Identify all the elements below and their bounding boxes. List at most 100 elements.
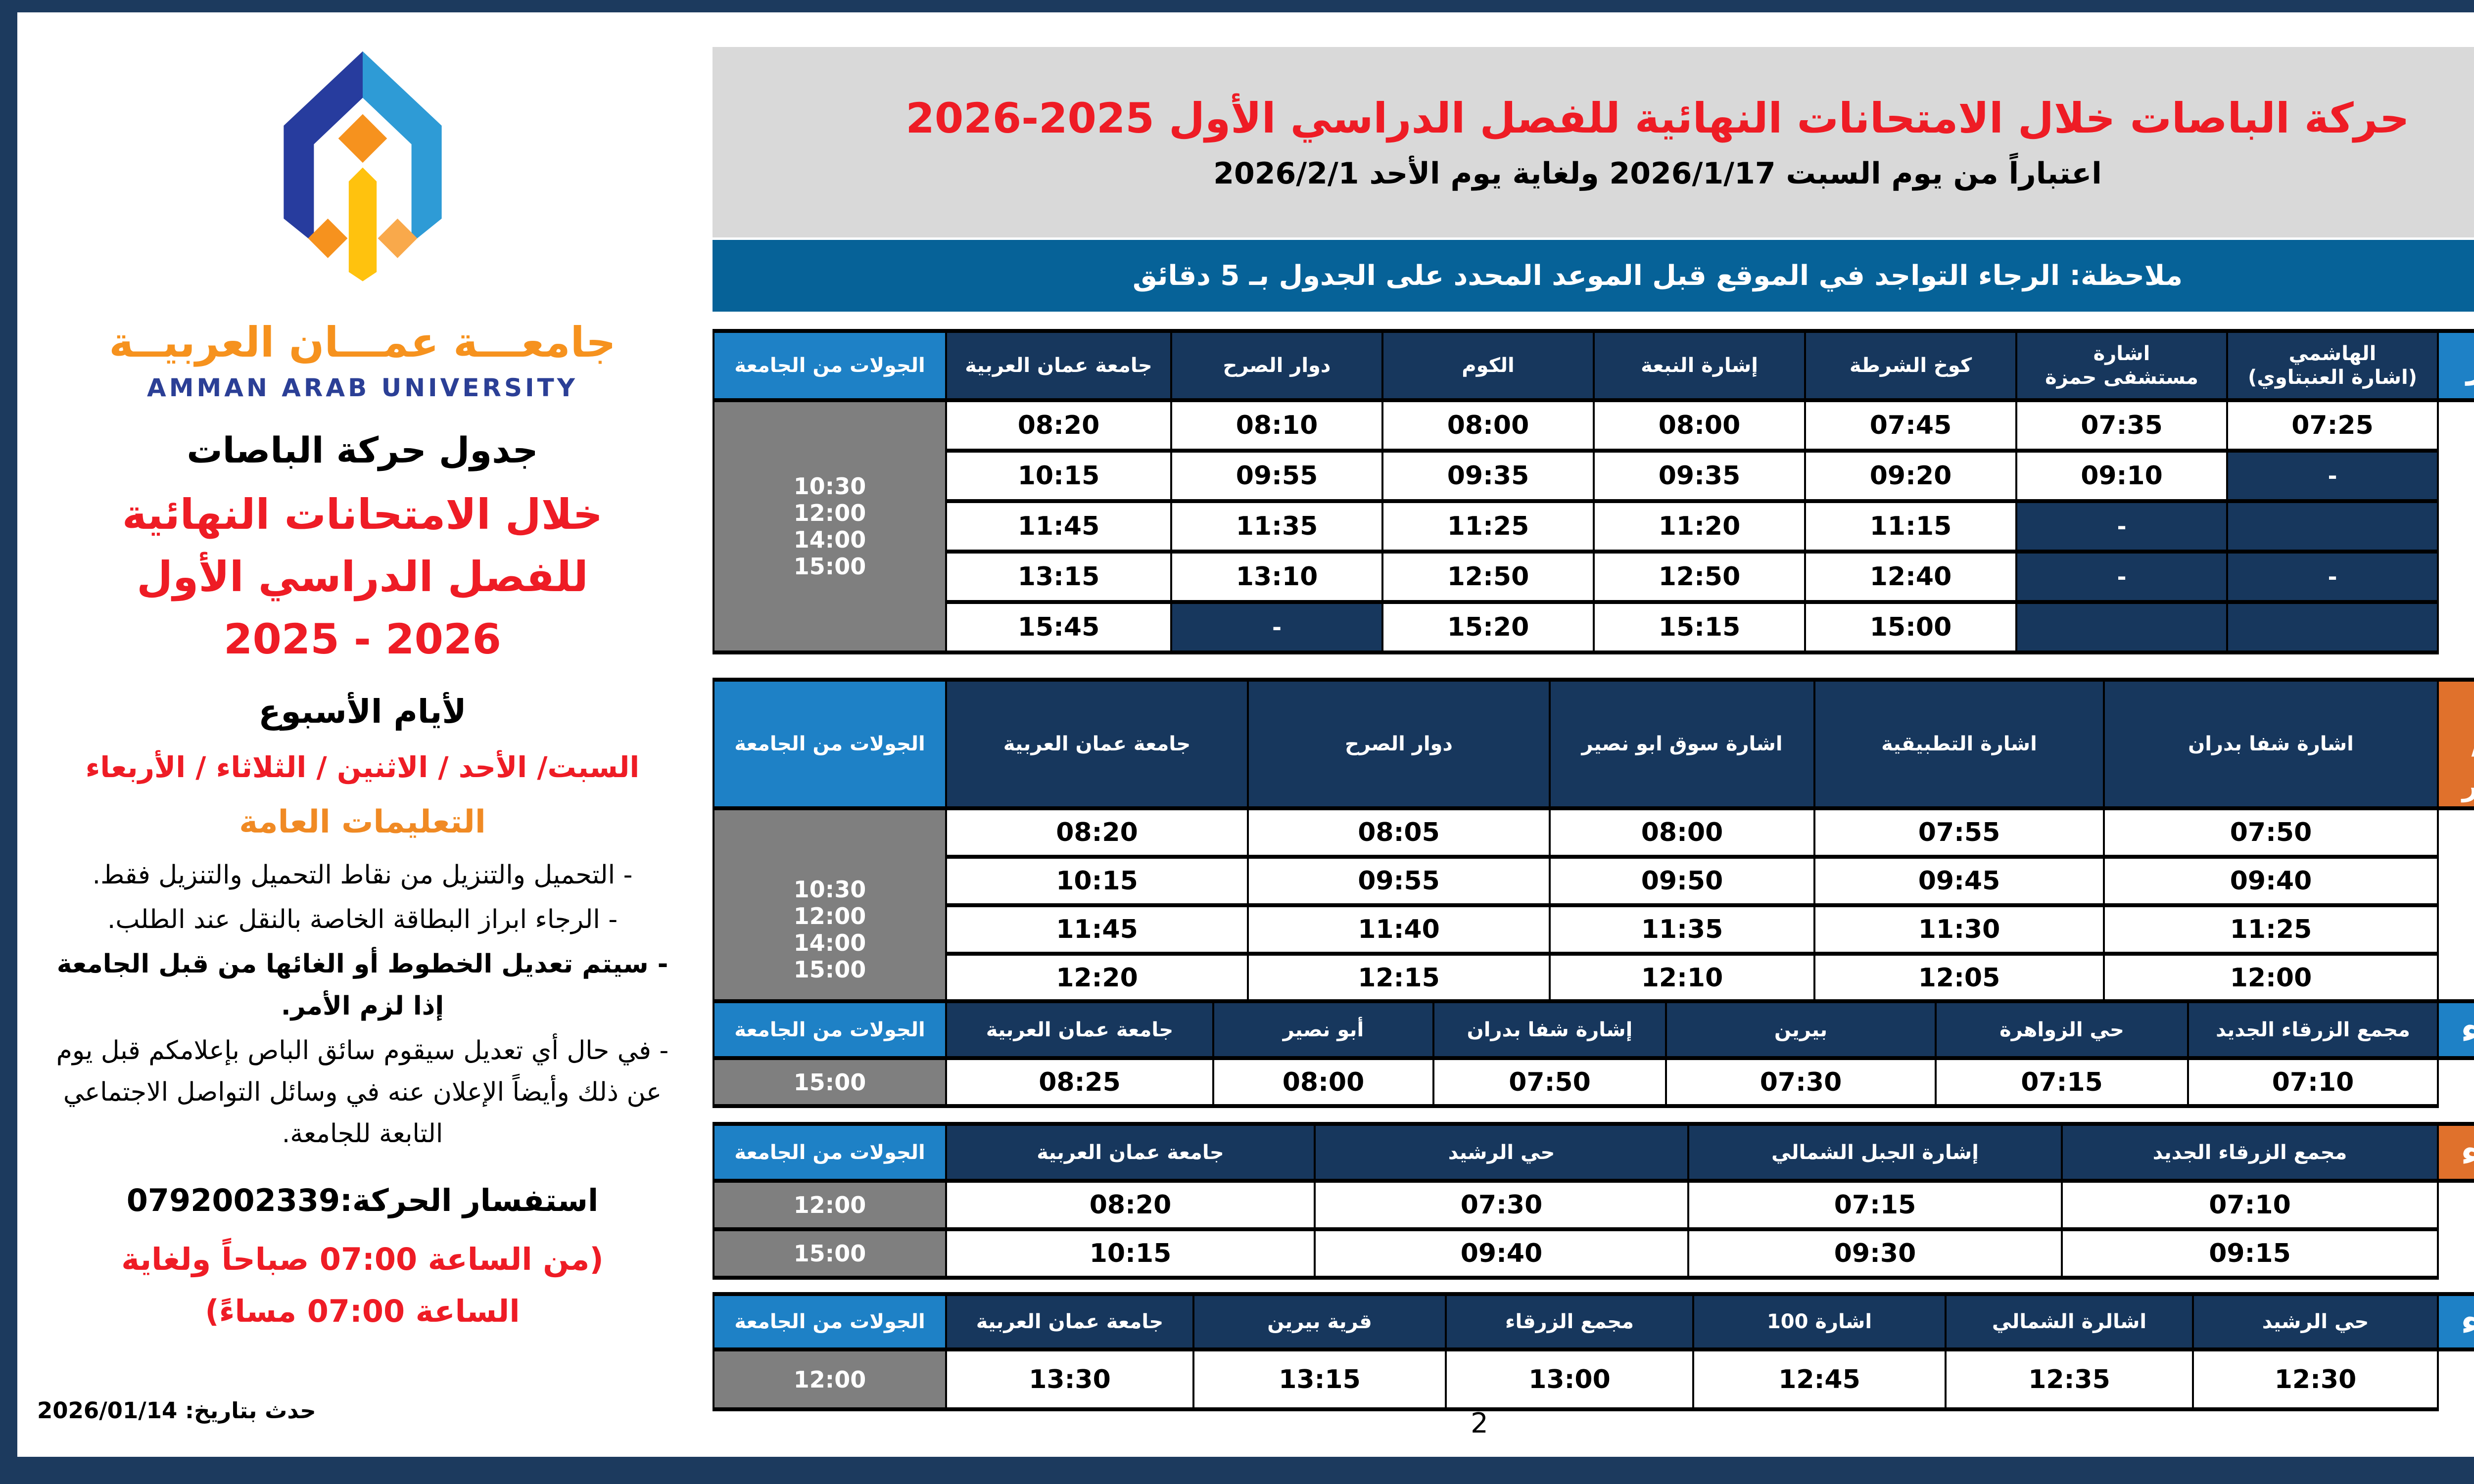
time-cell: 13:15 xyxy=(945,550,1172,604)
route-label: الزرقاء xyxy=(2437,1122,2474,1183)
time-cell: 11:45 xyxy=(945,499,1172,554)
no-service-cell xyxy=(2226,600,2439,654)
time-cell: 11:45 xyxy=(945,903,1249,956)
stop-column-header: اشارة سوق ابو نصير xyxy=(1549,677,1815,811)
no-service-cell: - xyxy=(2226,449,2439,503)
instruction-item: - في حال أي تعديل سيقوم سائق الباص بإعلا… xyxy=(56,1035,669,1149)
time-cell: 12:35 xyxy=(1945,1347,2194,1411)
tour-departure-time: 15:00 xyxy=(793,553,866,580)
no-service-cell xyxy=(2226,499,2439,554)
tour-departure-time: 15:00 xyxy=(713,1227,947,1280)
time-cell: 09:45 xyxy=(1813,855,2105,908)
time-cell: 09:40 xyxy=(2103,855,2439,908)
stop-column-header: دوار الصرح xyxy=(1247,677,1551,811)
tour-departure-time: 10:30 xyxy=(793,876,866,903)
time-cell: 09:30 xyxy=(1687,1227,2063,1280)
logo-english-name: AMMAN ARAB UNIVERSITY xyxy=(147,373,578,402)
tours-from-university-header: الجولات من الجامعة xyxy=(713,329,947,402)
stop-column-header: اشارة التطبيقية xyxy=(1813,677,2105,811)
tour-departure-time: 14:00 xyxy=(793,929,866,957)
no-service-cell: - xyxy=(2015,499,2228,554)
stop-column-header: اشالرة الشمالي xyxy=(1945,1292,2194,1351)
stop-column-header: جامعة عمان العربية xyxy=(945,329,1172,402)
time-cell: 10:15 xyxy=(945,1227,1316,1280)
stop-column-header: حي الرشيد xyxy=(1314,1122,1689,1183)
instruction-item: - التحميل والتنزيل من نقاط التحميل والتن… xyxy=(92,860,633,890)
logo-arabic-name: جامعـــة عمـــان العربيــة xyxy=(109,318,616,367)
time-cell: 08:00 xyxy=(1549,806,1815,859)
time-cell: 07:25 xyxy=(2226,398,2439,453)
time-cell: 07:50 xyxy=(2103,806,2439,859)
tours-from-university-header: الجولات من الجامعة xyxy=(713,677,947,811)
time-cell: 11:15 xyxy=(1804,499,2017,554)
working-hours-line: الساعة 07:00 مساءً) xyxy=(205,1293,520,1330)
content-area: حركة الباصات خلال الامتحانات النهائية لل… xyxy=(713,12,2474,1457)
instructions-heading: التعليمات العامة xyxy=(239,804,486,840)
time-cell: 15:20 xyxy=(1381,600,1595,654)
university-emblem-icon xyxy=(283,51,442,281)
no-service-cell: - xyxy=(2226,550,2439,604)
poster-inner: جامعـــة عمـــان العربيــة AMMAN ARAB UN… xyxy=(17,12,2474,1457)
time-cell: 12:10 xyxy=(1549,952,1815,1005)
tour-departure-time: 12:00 xyxy=(713,1179,947,1231)
stop-column-header: اشارة مستشفى حمزة xyxy=(2015,329,2228,402)
tours-from-university-header: الجولات من الجامعة xyxy=(713,999,947,1060)
stop-column-header: أبو نصير xyxy=(1212,999,1434,1060)
time-cell: 13:30 xyxy=(945,1347,1194,1411)
stop-column-header: دوار الصرح xyxy=(1170,329,1383,402)
instruction-item: - سيتم تعديل الخطوط أو الغائها من قبل ال… xyxy=(56,949,668,1021)
time-cell: 11:40 xyxy=(1247,903,1551,956)
route-label: الزرقاء xyxy=(2437,999,2474,1060)
schedule-table-1: الجولات من الجامعة جامعة عمان العربية دوار… xyxy=(713,329,2474,654)
time-cell: 15:15 xyxy=(1593,600,1806,654)
time-cell: 12:15 xyxy=(1247,952,1551,1005)
time-cell: 12:20 xyxy=(945,952,1249,1005)
time-cell: 07:30 xyxy=(1314,1179,1689,1231)
time-cell: 11:35 xyxy=(1549,903,1815,956)
stop-column-header: بيرين xyxy=(1665,999,1937,1060)
note-text: ملاحظة: الرجاء التواجد في الموقع قبل الم… xyxy=(1132,260,2183,292)
time-cell: 12:30 xyxy=(2192,1347,2439,1411)
tour-departure-time: 12:00 xyxy=(793,500,866,526)
tour-departure-time: 15:00 xyxy=(713,1056,947,1108)
time-cell: 09:55 xyxy=(1170,449,1383,503)
time-cell: 12:50 xyxy=(1381,550,1595,604)
time-cell: 12:00 xyxy=(2103,952,2439,1005)
time-cell: 07:15 xyxy=(1687,1179,2063,1231)
time-cell: 12:50 xyxy=(1593,550,1806,604)
stop-column-header: مجمع الزرقاء xyxy=(1445,1292,1694,1351)
stop-column-header: الهاشمي (اشارة العنبتاوي) xyxy=(2226,329,2439,402)
time-cell: 10:15 xyxy=(945,855,1249,908)
title-block: حركة الباصات خلال الامتحانات النهائية لل… xyxy=(713,47,2474,237)
tours-times-cell: 10:30 12:00 14:00 15:00 xyxy=(713,398,947,654)
page-title: حركة الباصات خلال الامتحانات النهائية لل… xyxy=(905,93,2410,142)
time-cell: 07:55 xyxy=(1813,806,2105,859)
sidebar-red-line: للفصل الدراسي الأول xyxy=(137,553,588,601)
note-bar: ملاحظة: الرجاء التواجد في الموقع قبل الم… xyxy=(713,240,2474,312)
instructions-list: - التحميل والتنزيل من نقاط التحميل والتن… xyxy=(17,854,708,1155)
stop-column-header: جامعة عمان العربية xyxy=(945,1122,1316,1183)
time-cell: 09:35 xyxy=(1381,449,1595,503)
no-service-cell: - xyxy=(1170,600,1383,654)
page-number: 2 xyxy=(1471,1407,1488,1439)
time-cell: 07:10 xyxy=(2187,1056,2439,1108)
tours-from-university-header: الجولات من الجامعة xyxy=(713,1122,947,1183)
time-cell: 12:05 xyxy=(1813,952,2105,1005)
stop-column-header: إشارة الجبل الشمالي xyxy=(1687,1122,2063,1183)
tour-departure-time: 12:00 xyxy=(713,1347,947,1411)
sidebar-red-line: 2026 - 2025 xyxy=(224,615,501,663)
schedule-table-2: الجولات من الجامعة جامعة عمان العربية دوار… xyxy=(713,677,2474,1053)
time-cell: 09:40 xyxy=(1314,1227,1689,1280)
time-cell: 09:10 xyxy=(2015,449,2228,503)
stop-column-header: حي الزواهرة xyxy=(1935,999,2189,1060)
tour-departure-time: 14:00 xyxy=(793,526,866,553)
route-label: الزرقاء xyxy=(2437,1292,2474,1351)
schedule-table-5: الجولات من الجامعة جامعة عمان العربية قرية… xyxy=(713,1292,2474,1411)
time-cell: 15:00 xyxy=(1804,600,2017,654)
time-cell: 07:45 xyxy=(1804,398,2017,453)
university-logo: جامعـــة عمـــان العربيــة AMMAN ARAB UN… xyxy=(17,42,708,402)
time-cell: 13:10 xyxy=(1170,550,1383,604)
time-cell: 11:30 xyxy=(1813,903,2105,956)
days-heading: لأيام الأسبوع xyxy=(258,693,467,731)
time-cell: 08:00 xyxy=(1212,1056,1434,1108)
